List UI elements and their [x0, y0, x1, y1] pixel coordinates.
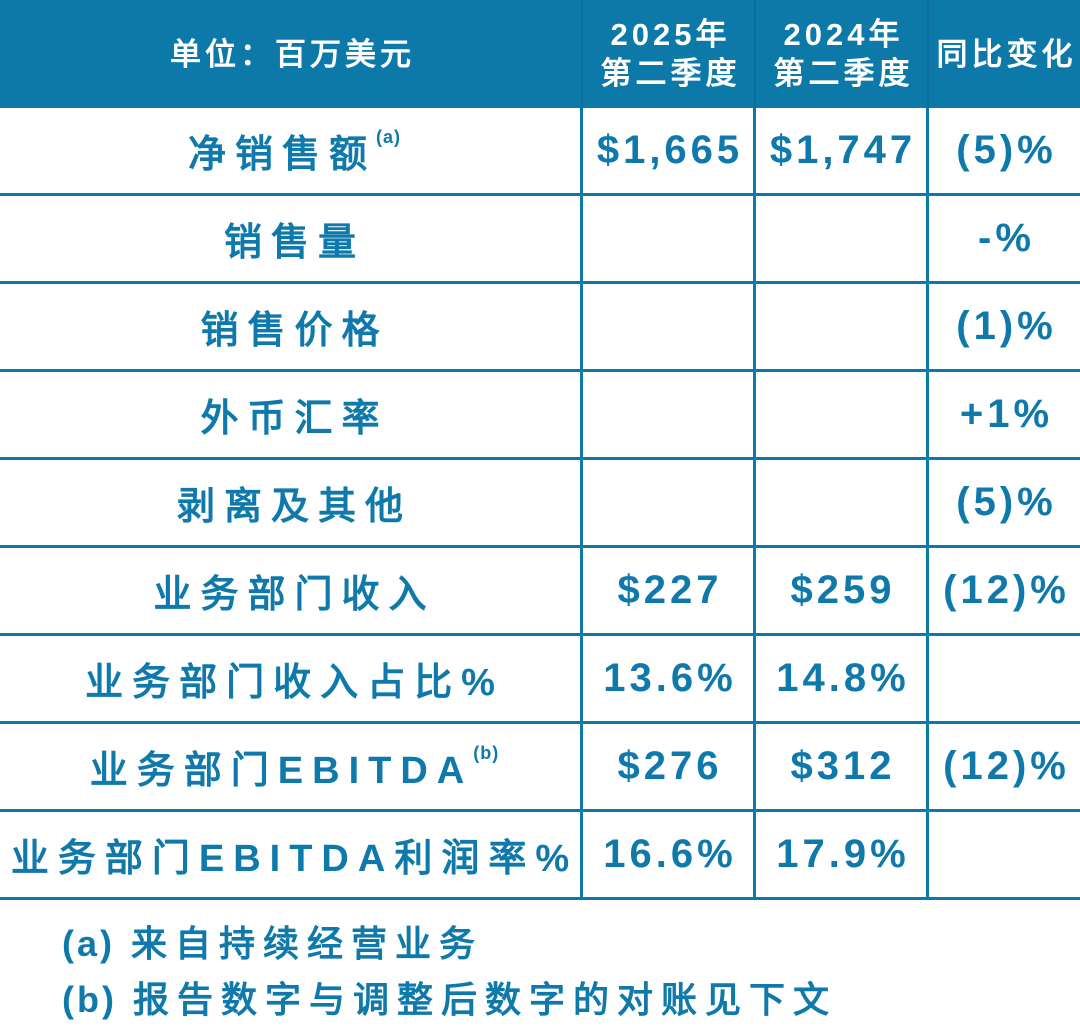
value-2024-q2: $259 — [756, 548, 929, 633]
row-label-cell: 业务部门EBITDA (b) — [0, 724, 583, 809]
footnote-b-text: 报告数字与调整后数字的对账见下文 — [132, 979, 837, 1020]
row-label-cell: 销售价格 — [0, 284, 583, 369]
value-2024-q2: $1,747 — [756, 108, 929, 193]
financial-results-table: 单位：百万美元 2025年 第二季度 2024年 第二季度 同比变化 净销售额(… — [0, 0, 1080, 900]
row-label: 净销售额 — [187, 134, 376, 176]
value-yoy-change — [929, 636, 1080, 721]
footnote-a-marker: (a) — [62, 923, 115, 964]
value-yoy-change: (12)% — [943, 568, 1070, 612]
table-row: 业务部门EBITDA (b) $276 $312 (12)% — [0, 724, 1080, 812]
value-2024-q2: 14.8% — [756, 636, 929, 721]
value-2024-q2: $312 — [756, 724, 929, 809]
table-header-row: 单位：百万美元 2025年 第二季度 2024年 第二季度 同比变化 — [0, 0, 1080, 108]
table-row: 业务部门收入 $227 $259 (12)% — [0, 548, 1080, 636]
value-yoy-change: -% — [978, 216, 1035, 260]
value-2025-q2 — [583, 284, 756, 369]
value-2025-q2: $276 — [583, 724, 756, 809]
value-2024-q2 — [756, 284, 929, 369]
value-yoy-change: (12)% — [943, 744, 1070, 788]
value-2025-q2: $1,665 — [583, 108, 756, 193]
table-row: 剥离及其他 (5)% — [0, 460, 1080, 548]
header-2024-line2: 第二季度 — [773, 56, 914, 91]
value-yoy-change: (1)% — [956, 304, 1057, 348]
value-2024-q2 — [756, 460, 929, 545]
footnote-a: (a) 来自持续经营业务 — [62, 924, 1080, 964]
header-yoy-cell: 同比变化 — [929, 0, 1080, 108]
value-2025-q2 — [583, 196, 756, 281]
row-label: 销售量 — [223, 222, 365, 264]
value-2025-q2: 16.6% — [583, 812, 756, 897]
table-row: 销售量 -% — [0, 196, 1080, 284]
value-yoy-change: (5)% — [956, 128, 1057, 172]
row-label-cell: 业务部门EBITDA利润率% — [0, 812, 583, 897]
footnote-a-text: 来自持续经营业务 — [131, 923, 484, 964]
row-label: 外币汇率 — [200, 398, 389, 440]
footnote-b: (b) 报告数字与调整后数字的对账见下文 — [62, 980, 1080, 1020]
row-label: 业务部门EBITDA — [89, 750, 474, 792]
header-2024-line1: 2024年 — [783, 17, 904, 52]
unit-label: 单位：百万美元 — [170, 36, 415, 72]
value-2025-q2: $227 — [583, 548, 756, 633]
value-yoy-change: +1% — [959, 392, 1054, 436]
row-label-cell: 业务部门收入 — [0, 548, 583, 633]
table-row: 销售价格 (1)% — [0, 284, 1080, 372]
table-row: 业务部门EBITDA利润率% 16.6% 17.9% — [0, 812, 1080, 900]
header-2025-q2-cell: 2025年 第二季度 — [583, 0, 756, 108]
table-row: 外币汇率 +1% — [0, 372, 1080, 460]
row-label: 业务部门EBITDA利润率% — [10, 838, 579, 880]
value-2024-q2 — [756, 372, 929, 457]
row-label: 业务部门收入占比% — [85, 662, 504, 704]
footnote-ref: (a) — [376, 127, 401, 147]
value-2024-q2: 17.9% — [756, 812, 929, 897]
yoy-label: 同比变化 — [936, 36, 1077, 72]
footnote-b-marker: (b) — [62, 979, 117, 1020]
value-yoy-change: (5)% — [956, 480, 1057, 524]
table-row: 净销售额 (a) $1,665 $1,747 (5)% — [0, 108, 1080, 196]
row-label: 剥离及其他 — [176, 486, 412, 528]
value-2025-q2 — [583, 460, 756, 545]
value-2025-q2 — [583, 372, 756, 457]
value-2024-q2 — [756, 196, 929, 281]
header-2024-q2-cell: 2024年 第二季度 — [756, 0, 929, 108]
value-2025-q2: 13.6% — [583, 636, 756, 721]
footnote-ref: (b) — [473, 743, 500, 763]
row-label-cell: 销售量 — [0, 196, 583, 281]
header-2025-line2: 第二季度 — [600, 56, 741, 91]
row-label-cell: 外币汇率 — [0, 372, 583, 457]
row-label: 业务部门收入 — [153, 574, 436, 616]
value-yoy-change — [929, 812, 1080, 897]
row-label-cell: 业务部门收入占比% — [0, 636, 583, 721]
table-row: 业务部门收入占比% 13.6% 14.8% — [0, 636, 1080, 724]
table-body: 净销售额 (a) $1,665 $1,747 (5)% 销售量 -% 销售价格 (1)% 外币汇率… — [0, 108, 1080, 900]
row-label-cell: 剥离及其他 — [0, 460, 583, 545]
row-label: 销售价格 — [200, 310, 389, 352]
row-label-cell: 净销售额 (a) — [0, 108, 583, 193]
header-2025-line1: 2025年 — [610, 17, 731, 52]
footnotes: (a) 来自持续经营业务 (b) 报告数字与调整后数字的对账见下文 — [0, 900, 1080, 1020]
header-unit-cell: 单位：百万美元 — [0, 0, 583, 108]
